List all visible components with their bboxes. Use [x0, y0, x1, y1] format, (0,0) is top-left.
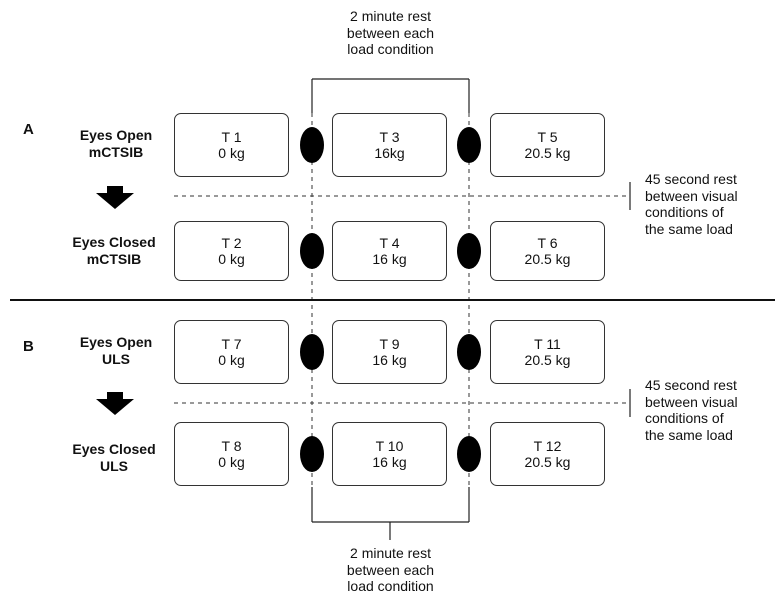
- trial-box: T 5 20.5 kg: [490, 113, 605, 177]
- rest-marker-dot: [300, 334, 324, 370]
- trial-load: 20.5 kg: [524, 352, 571, 368]
- trial-id: T 8: [221, 437, 242, 454]
- trial-load: 16 kg: [372, 352, 407, 368]
- trial-load: 16 kg: [372, 251, 407, 267]
- trial-load: 0 kg: [218, 251, 245, 267]
- trial-box: T 7 0 kg: [174, 320, 289, 384]
- rest-marker-dot: [457, 334, 481, 370]
- section-b-side-note: 45 second rest between visual conditions…: [645, 377, 738, 443]
- trial-box: T 12 20.5 kg: [490, 422, 605, 486]
- trial-box: T 11 20.5 kg: [490, 320, 605, 384]
- rest-marker-dot: [300, 436, 324, 472]
- trial-id: T 9: [379, 335, 400, 352]
- trial-id: T 7: [221, 335, 242, 352]
- trial-load: 16 kg: [372, 454, 407, 470]
- trial-load: 0 kg: [218, 145, 245, 161]
- trial-id: T 3: [379, 128, 400, 145]
- trial-box: T 4 16 kg: [332, 221, 447, 281]
- trial-load: 0 kg: [218, 454, 245, 470]
- trial-box: T 9 16 kg: [332, 320, 447, 384]
- section-a-label: A: [23, 121, 34, 138]
- trial-id: T 4: [379, 234, 400, 251]
- trial-box: T 2 0 kg: [174, 221, 289, 281]
- trial-box: T 6 20.5 kg: [490, 221, 605, 281]
- rest-marker-dot: [457, 233, 481, 269]
- section-b-label: B: [23, 338, 34, 355]
- eyes-open-uls-title: Eyes Open ULS: [79, 334, 153, 367]
- trial-load: 0 kg: [218, 352, 245, 368]
- section-a-side-note: 45 second rest between visual conditions…: [645, 171, 738, 237]
- trial-id: T 12: [533, 437, 562, 454]
- trial-id: T 10: [375, 437, 404, 454]
- rest-marker-dot: [300, 127, 324, 163]
- trial-load: 20.5 kg: [524, 251, 571, 267]
- trial-box: T 3 16kg: [332, 113, 447, 177]
- eyes-closed-uls-title: Eyes Closed ULS: [72, 441, 156, 474]
- trial-load: 20.5 kg: [524, 454, 571, 470]
- trial-load: 20.5 kg: [524, 145, 571, 161]
- trial-id: T 5: [537, 128, 558, 145]
- trial-load: 16kg: [374, 145, 405, 161]
- trial-box: T 10 16 kg: [332, 422, 447, 486]
- down-arrow-a: [96, 186, 134, 209]
- trial-box: T 8 0 kg: [174, 422, 289, 486]
- rest-marker-dot: [300, 233, 324, 269]
- top-rest-note: 2 minute rest between each load conditio…: [346, 8, 435, 58]
- trial-box: T 1 0 kg: [174, 113, 289, 177]
- eyes-closed-mctsib-title: Eyes Closed mCTSIB: [72, 234, 156, 267]
- trial-id: T 6: [537, 234, 558, 251]
- eyes-open-mctsib-title: Eyes Open mCTSIB: [79, 127, 153, 160]
- down-arrow-b: [96, 392, 134, 415]
- trial-id: T 1: [221, 128, 242, 145]
- rest-marker-dot: [457, 436, 481, 472]
- bottom-rest-note: 2 minute rest between each load conditio…: [346, 545, 435, 595]
- trial-id: T 2: [221, 234, 242, 251]
- rest-marker-dot: [457, 127, 481, 163]
- trial-id: T 11: [534, 335, 561, 352]
